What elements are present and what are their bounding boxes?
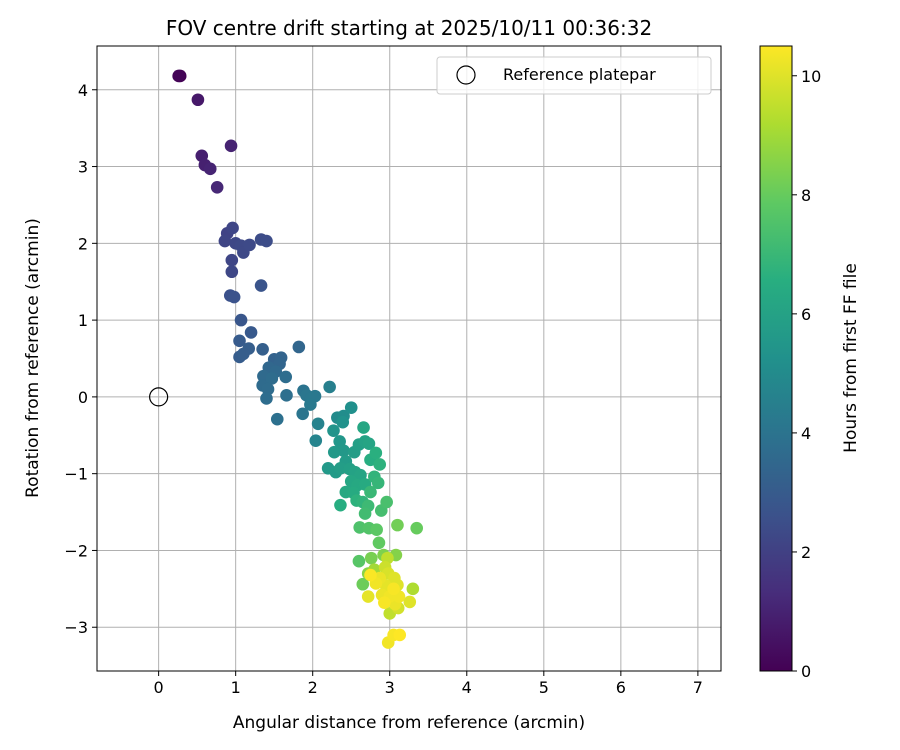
x-tick-label: 4 xyxy=(462,678,472,697)
y-axis-label: Rotation from reference (arcmin) xyxy=(23,218,43,498)
data-point xyxy=(218,234,232,248)
y-tick-label: 4 xyxy=(78,81,88,100)
y-tick-label: 0 xyxy=(78,388,88,407)
x-axis-ticks: 0 1 2 3 4 5 6 7 xyxy=(154,671,703,697)
y-axis-ticks: −3 −2 −1 0 1 2 3 4 xyxy=(64,81,97,637)
data-point xyxy=(352,554,366,568)
x-tick-label: 5 xyxy=(539,678,549,697)
data-point xyxy=(309,434,323,447)
data-point xyxy=(224,139,238,153)
data-point xyxy=(369,446,383,460)
data-point xyxy=(410,521,424,535)
data-point xyxy=(378,596,391,609)
data-point xyxy=(380,495,393,509)
colorbar-tick-label: 2 xyxy=(801,543,811,562)
data-point xyxy=(391,518,404,532)
data-point xyxy=(387,582,400,596)
x-tick-label: 7 xyxy=(693,678,703,697)
data-point xyxy=(256,342,269,356)
y-tick-label: −1 xyxy=(64,465,88,484)
data-point xyxy=(292,340,306,354)
data-point xyxy=(372,536,386,550)
data-point xyxy=(364,568,377,582)
data-point xyxy=(406,582,420,596)
x-tick-label: 3 xyxy=(385,678,395,697)
colorbar-tick-label: 0 xyxy=(801,662,811,681)
colorbar-ticks: 0 2 4 6 8 10 xyxy=(792,67,821,681)
data-point xyxy=(344,401,358,414)
legend-label: Reference platepar xyxy=(503,65,656,84)
data-point xyxy=(361,590,375,603)
colorbar-tick-label: 6 xyxy=(801,305,811,324)
legend: Reference platepar xyxy=(436,56,712,95)
data-point xyxy=(337,444,350,457)
y-tick-label: 2 xyxy=(78,234,88,253)
data-point xyxy=(364,485,377,499)
data-point xyxy=(270,412,284,426)
data-point xyxy=(172,69,185,83)
data-point xyxy=(280,389,293,402)
data-point xyxy=(225,265,239,279)
data-point xyxy=(370,523,383,537)
data-point xyxy=(327,424,340,437)
data-point xyxy=(334,498,347,512)
data-point xyxy=(226,221,239,235)
data-point xyxy=(260,234,273,248)
data-point xyxy=(265,372,279,385)
data-point xyxy=(336,415,350,429)
reference-platepar-marker xyxy=(149,387,169,407)
data-point xyxy=(203,162,217,176)
legend-box xyxy=(436,56,712,95)
colorbar-tick-label: 10 xyxy=(801,67,821,86)
data-point xyxy=(210,180,224,194)
data-point xyxy=(323,380,336,394)
data-point xyxy=(244,326,258,339)
x-tick-label: 0 xyxy=(154,678,164,697)
x-axis-label: Angular distance from reference (arcmin) xyxy=(233,713,585,733)
data-point xyxy=(403,595,417,609)
data-point xyxy=(364,551,378,565)
data-point xyxy=(371,476,385,490)
colorbar-tick-label: 4 xyxy=(801,424,811,443)
data-point xyxy=(304,398,317,411)
colorbar xyxy=(759,45,793,672)
x-tick-label: 1 xyxy=(231,678,241,697)
y-tick-label: −3 xyxy=(64,618,88,637)
data-points xyxy=(172,69,424,649)
colorbar-label: Hours from first FF file xyxy=(841,263,861,453)
y-tick-label: −2 xyxy=(64,541,88,560)
data-point xyxy=(227,290,241,304)
data-point xyxy=(254,279,268,292)
data-point xyxy=(233,334,246,348)
colorbar-tick-label: 8 xyxy=(801,186,811,205)
data-point xyxy=(279,370,293,384)
data-point xyxy=(243,238,256,252)
data-point xyxy=(327,445,341,459)
y-tick-label: 1 xyxy=(78,311,88,330)
data-point xyxy=(362,437,376,451)
data-point xyxy=(191,93,205,107)
legend-marker xyxy=(456,65,476,85)
data-point xyxy=(353,521,366,534)
data-point xyxy=(311,417,325,431)
grid-lines xyxy=(97,46,721,671)
data-point xyxy=(373,458,387,471)
y-tick-label: 3 xyxy=(78,158,88,177)
chart-title: FOV centre drift starting at 2025/10/11 … xyxy=(166,16,652,40)
data-point xyxy=(296,407,309,421)
data-point xyxy=(358,507,372,520)
data-point xyxy=(237,347,250,361)
data-point xyxy=(234,313,248,327)
data-point xyxy=(393,628,407,642)
x-tick-label: 2 xyxy=(308,678,318,697)
data-point xyxy=(225,253,239,267)
plot-frame xyxy=(96,45,722,672)
x-tick-label: 6 xyxy=(616,678,626,697)
data-point xyxy=(260,392,273,405)
data-point xyxy=(334,461,347,475)
data-point xyxy=(356,577,370,591)
data-point xyxy=(357,421,370,434)
